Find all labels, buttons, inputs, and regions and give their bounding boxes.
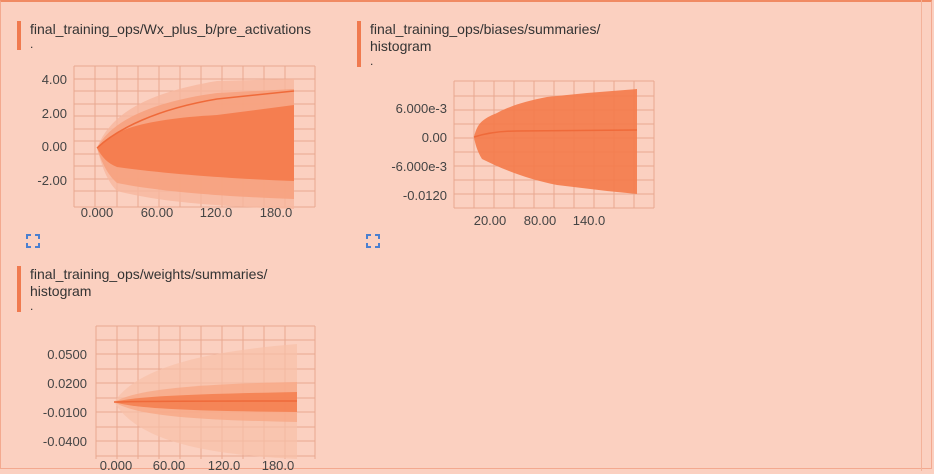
chart-title: final_training_ops/biases/summaries/ his… <box>357 21 600 67</box>
y-tick-label: -6.000e-3 <box>391 159 447 174</box>
chart-card-biases: final_training_ops/biases/summaries/ his… <box>357 21 677 251</box>
y-tick-label: 0.00 <box>42 139 67 154</box>
y-axis-labels: 6.000e-3 0.00 -6.000e-3 -0.0120 <box>391 101 447 203</box>
center-line <box>113 400 298 403</box>
y-axis-labels: 4.00 2.00 0.00 -2.00 <box>37 72 67 188</box>
chart-subtitle: . <box>370 54 374 68</box>
chart-title-line: final_training_ops/weights/summaries/ <box>30 266 268 282</box>
x-tick-label: 80.00 <box>524 213 557 228</box>
x-tick-label: 180.0 <box>262 458 295 473</box>
y-tick-label: -2.00 <box>37 173 67 188</box>
y-tick-label: -0.0400 <box>43 434 87 449</box>
chart-subtitle: . <box>30 299 34 313</box>
x-tick-label: 120.0 <box>208 458 241 473</box>
y-tick-label: 6.000e-3 <box>396 101 447 116</box>
x-tick-label: 60.00 <box>153 458 186 473</box>
x-tick-label: 140.0 <box>573 213 606 228</box>
chart-title-line: histogram <box>370 38 432 54</box>
x-tick-label: 120.0 <box>200 205 233 220</box>
x-axis-labels: 0.000 60.00 120.0 180.0 <box>81 205 293 220</box>
y-tick-label: 0.00 <box>422 130 447 145</box>
inner-band <box>114 392 297 412</box>
x-tick-label: 180.0 <box>260 205 293 220</box>
fullscreen-expand-icon[interactable] <box>26 234 40 248</box>
chart-title-line: final_training_ops/Wx_plus_b/pre_activat… <box>30 21 311 37</box>
y-axis-labels: 0.0500 0.0200 -0.0100 -0.0400 <box>43 347 87 449</box>
chart-card-weights: final_training_ops/weights/summaries/ hi… <box>17 266 337 473</box>
chart-title-line: histogram <box>30 283 92 299</box>
center-line <box>96 90 295 149</box>
y-tick-label: 2.00 <box>42 106 67 121</box>
chart-card-pre-activations: final_training_ops/Wx_plus_b/pre_activat… <box>17 21 337 251</box>
histogram-bands <box>473 89 638 194</box>
histogram-chart: 4.00 2.00 0.00 -2.00 0.000 60.00 120.0 1… <box>37 65 316 220</box>
histogram-bands <box>113 344 298 459</box>
x-tick-label: 0.000 <box>100 458 133 473</box>
chart-title-line: final_training_ops/biases/summaries/ <box>370 21 601 37</box>
histogram-chart: 6.000e-3 0.00 -6.000e-3 -0.0120 20.00 80… <box>391 80 655 228</box>
histogram-chart: 0.0500 0.0200 -0.0100 -0.0400 0.000 60.0… <box>43 325 316 473</box>
scrollbar-track[interactable] <box>921 0 922 471</box>
x-tick-label: 60.00 <box>141 205 174 220</box>
fullscreen-expand-icon[interactable] <box>366 234 380 248</box>
inner-band <box>97 105 294 181</box>
chart-subtitle: . <box>30 37 34 51</box>
y-tick-label: -0.0120 <box>403 188 447 203</box>
chart-title: final_training_ops/Wx_plus_b/pre_activat… <box>17 21 311 50</box>
x-tick-label: 0.000 <box>81 205 114 220</box>
histogram-bands <box>96 79 295 209</box>
x-tick-label: 20.00 <box>474 213 507 228</box>
y-tick-label: 4.00 <box>42 72 67 87</box>
y-tick-label: 0.0500 <box>47 347 87 362</box>
chart-title: final_training_ops/weights/summaries/ hi… <box>17 266 267 312</box>
y-tick-label: -0.0100 <box>43 405 87 420</box>
x-axis-labels: 20.00 80.00 140.0 <box>474 213 606 228</box>
center-line <box>473 129 638 138</box>
x-axis-labels: 0.000 60.00 120.0 180.0 <box>100 458 295 473</box>
y-tick-label: 0.0200 <box>47 376 87 391</box>
outer-band <box>474 89 637 194</box>
